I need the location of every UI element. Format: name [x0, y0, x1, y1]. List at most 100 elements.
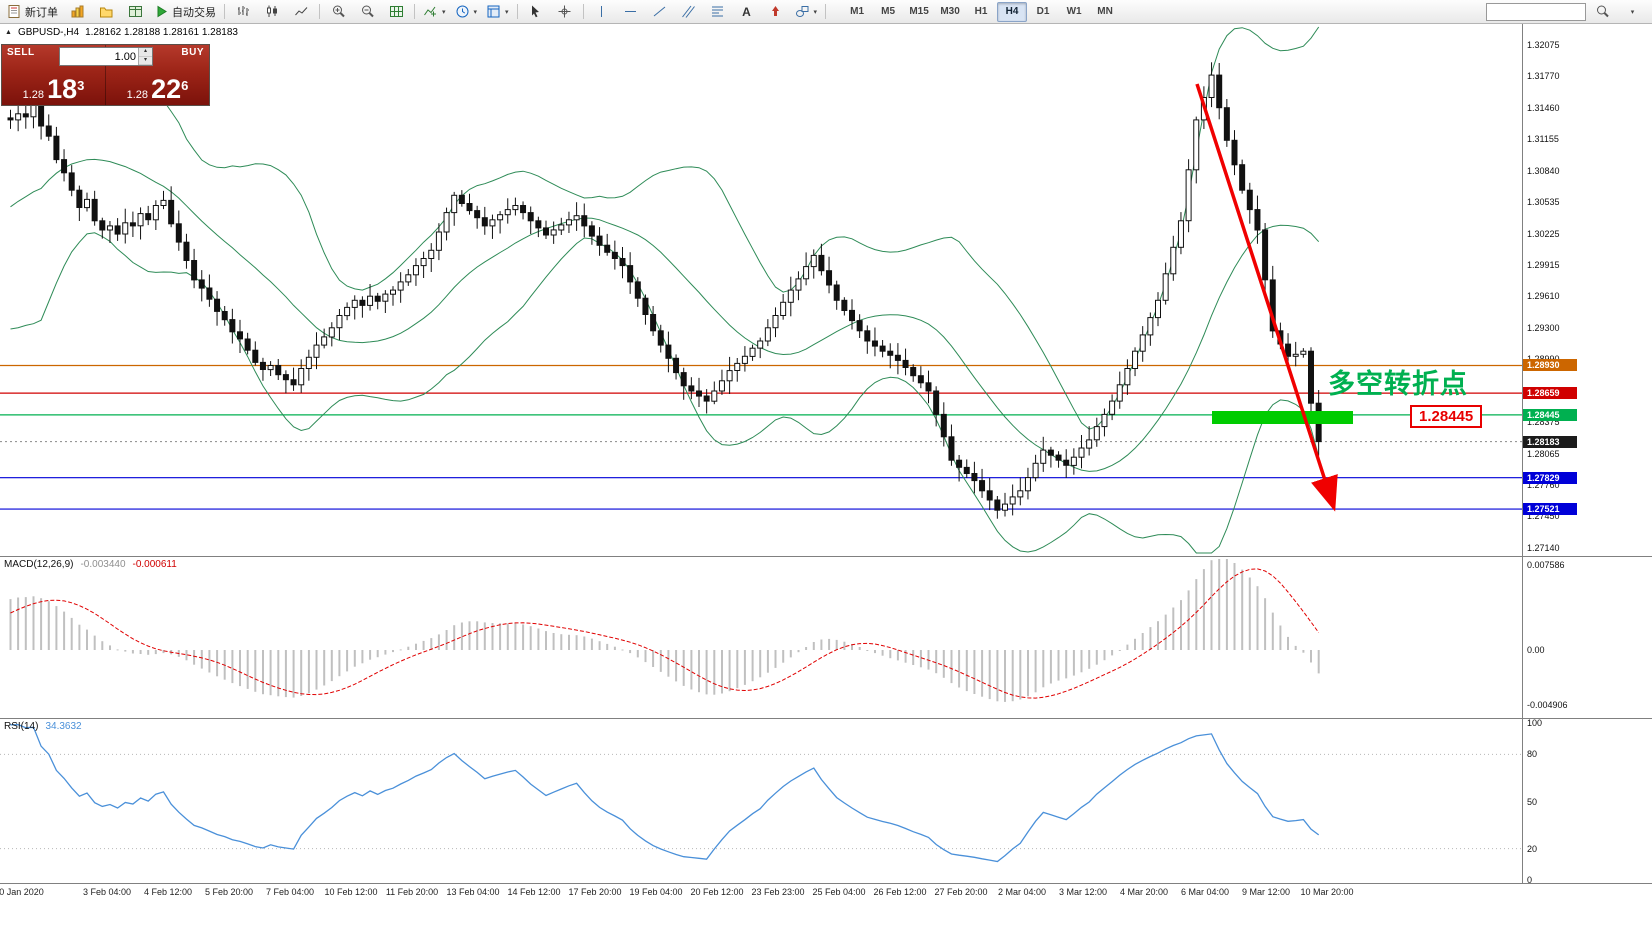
line-type-button[interactable] — [287, 1, 315, 23]
price-level-badge: 1.28445 — [1523, 408, 1577, 421]
data-window-button[interactable] — [121, 1, 149, 23]
volume-box: ▴ ▾ — [59, 47, 153, 66]
search-input[interactable] — [1486, 2, 1586, 21]
indicators-button[interactable]: ▾ — [419, 1, 450, 23]
bars-type-icon — [237, 6, 249, 16]
tf-button-M5[interactable]: M5 — [881, 6, 896, 17]
templates-button[interactable]: ▾ — [482, 1, 513, 23]
charts-button[interactable] — [63, 1, 91, 23]
shapes-tool-button[interactable]: ▾ — [791, 1, 822, 23]
turning-point-annotation[interactable]: 多空转折点 — [1328, 369, 1468, 399]
crosshair-tool-button[interactable] — [551, 1, 579, 23]
toolbar-separator — [414, 4, 415, 19]
price-axis-label: 1.29915 — [1527, 260, 1560, 271]
cursor-tool-button[interactable] — [522, 1, 550, 23]
shapes-icon — [795, 6, 809, 17]
price-level-badge: 1.28930 — [1523, 359, 1577, 372]
price-axis-label: 1.31770 — [1527, 71, 1560, 82]
price-chart-panel[interactable] — [0, 24, 1522, 556]
tf-button-MN[interactable]: MN — [1097, 6, 1113, 17]
bars-type-button[interactable] — [229, 1, 257, 23]
tf-button-M30[interactable]: M30 — [940, 6, 960, 17]
price-axis-label: 1.31460 — [1527, 102, 1560, 113]
price-axis-label: 1.30840 — [1527, 165, 1560, 176]
scale-separator — [1522, 24, 1523, 883]
dropdown-arrow-icon: ▾ — [442, 8, 446, 16]
dropdown-arrow-icon: ▾ — [1630, 8, 1635, 16]
indicators-icon — [424, 6, 436, 17]
svg-text:A: A — [742, 5, 751, 19]
chart-symbol-label: ▲ GBPUSD-,H4 1.28162 1.28188 1.28161 1.2… — [5, 27, 238, 38]
trendline-icon — [653, 6, 666, 17]
fibonacci-tool-button[interactable] — [704, 1, 732, 23]
price-axis-label: 1.29610 — [1527, 291, 1560, 302]
tf-button-M1[interactable]: M1 — [850, 6, 865, 17]
grid-toggle-button[interactable] — [382, 1, 410, 23]
timeframe-bar: M1 M5 M15 M30 H1 H4 D1 W1 MN — [842, 1, 1120, 22]
toolbar-separator — [582, 4, 584, 19]
hline-tool-button[interactable] — [617, 1, 645, 23]
price-axis-label: 1.27450 — [1527, 511, 1560, 522]
candles-type-button[interactable] — [258, 1, 286, 23]
tf-button-D1[interactable]: D1 — [1036, 6, 1050, 17]
zoom-in-button[interactable] — [324, 1, 352, 23]
vline-tool-button[interactable] — [588, 1, 616, 23]
zoom-out-button[interactable] — [353, 1, 381, 23]
panel-separator[interactable] — [0, 718, 1652, 719]
bar-chart-icon — [71, 5, 83, 18]
tf-button-W1[interactable]: W1 — [1066, 6, 1082, 17]
template-icon — [487, 5, 500, 18]
symbol-expand-icon[interactable]: ▲ — [5, 29, 12, 36]
data-window-icon — [128, 6, 142, 17]
arrows-tool-button[interactable] — [762, 1, 790, 23]
search-button[interactable] — [1588, 1, 1616, 23]
price-axis-label: 1.28990 — [1527, 354, 1560, 364]
price-level-badge: 1.27829 — [1523, 471, 1577, 484]
toolbar-separator — [825, 4, 827, 19]
autotrading-label: 自动交易 — [172, 6, 216, 19]
tf-button-H1[interactable]: H1 — [974, 6, 988, 17]
macd-panel[interactable] — [0, 557, 1522, 718]
macd-axis-label: -0.004906 — [1527, 699, 1568, 710]
text-tool-button[interactable]: A — [733, 1, 761, 23]
periods-button[interactable]: ▾ — [451, 1, 482, 23]
volume-decrease-button[interactable]: ▾ — [139, 56, 152, 65]
new-order-button[interactable]: 新订单 — [3, 1, 62, 23]
candles-type-icon — [266, 5, 277, 17]
sell-label: SELL — [7, 47, 35, 58]
tf-button-M15[interactable]: M15 — [909, 6, 929, 17]
price-axis-label: 1.32075 — [1527, 40, 1560, 50]
trendline-tool-button[interactable] — [646, 1, 674, 23]
price-axis-label: 1.29300 — [1527, 322, 1560, 333]
toolbar-separator — [319, 4, 320, 19]
dropdown-arrow-icon: ▾ — [813, 8, 818, 16]
price-axis-labels: 1.32075 1.31770 1.31460 1.31155 1.30840 1.305… — [1522, 0, 1652, 951]
channel-tool-button[interactable] — [675, 1, 703, 23]
axis-separator — [0, 883, 1652, 884]
volume-increase-button[interactable]: ▴ — [139, 48, 152, 57]
profiles-button[interactable] — [92, 1, 120, 23]
panel-separator[interactable] — [0, 556, 1652, 557]
macd-label: MACD(12,26,9) -0.003440 -0.000611 — [4, 559, 177, 570]
price-level-badge: 1.27521 — [1523, 503, 1577, 516]
autotrading-button[interactable]: 自动交易 — [150, 1, 220, 23]
rsi-axis-label: 0 — [1527, 875, 1533, 885]
price-axis-label: 1.28065 — [1527, 448, 1560, 459]
macd-name: MACD(12,26,9) — [4, 559, 74, 570]
buy-price: 1.28 226 — [126, 74, 189, 104]
toolbar-overflow-button[interactable]: ▾ — [1618, 1, 1646, 23]
time-scale[interactable] — [0, 884, 1652, 951]
price-axis-label: 1.30225 — [1527, 228, 1560, 239]
rsi-value: 34.3632 — [45, 721, 82, 732]
volume-input[interactable] — [60, 48, 138, 65]
clock-icon — [456, 5, 469, 18]
rsi-panel[interactable] — [0, 719, 1522, 882]
grid-icon — [389, 6, 403, 17]
price-axis-label: 1.30535 — [1527, 196, 1560, 207]
rsi-axis-label: 80 — [1527, 749, 1538, 760]
buy-label: BUY — [181, 47, 204, 58]
price-callout-label[interactable]: 1.28445 — [1410, 405, 1483, 428]
tf-button-H4[interactable]: H4 — [997, 1, 1028, 22]
macd-signal-value: -0.000611 — [132, 559, 177, 570]
